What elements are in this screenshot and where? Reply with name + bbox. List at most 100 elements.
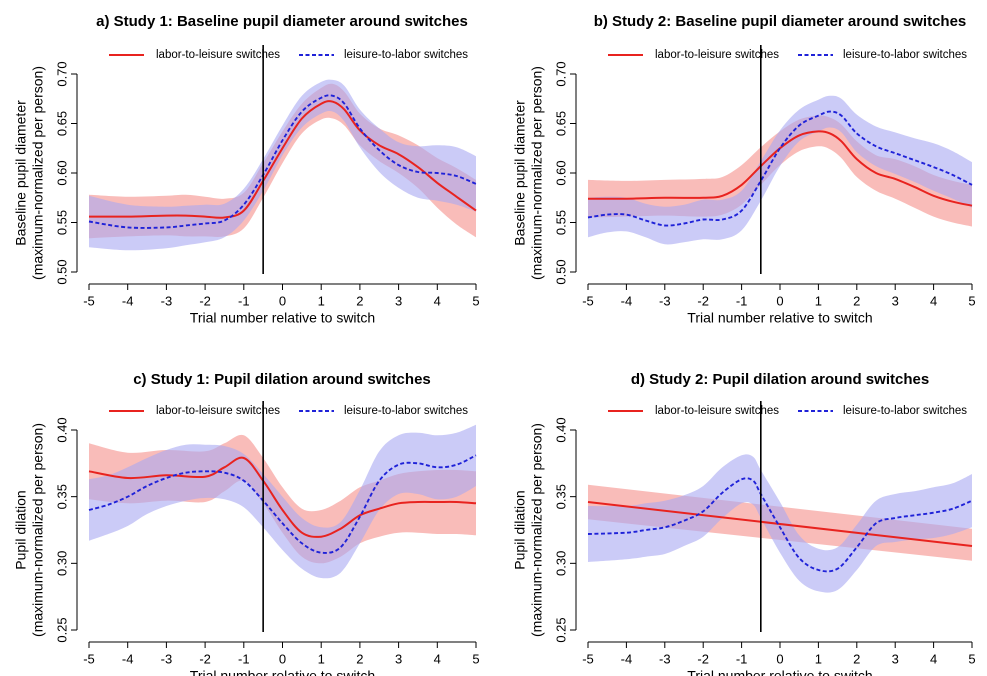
series-line-labor-to-leisure <box>88 100 477 219</box>
x-tick-label: -1 <box>238 293 250 308</box>
x-tick-label: -5 <box>582 293 594 308</box>
y-axis-label-secondary: (maximum-normalized per person) <box>30 66 46 280</box>
legend: labor-to-leisure switches leisure-to-labo… <box>608 405 967 417</box>
panel-d: d) Study 2: Pupil dilation around switch… <box>512 371 976 676</box>
x-axis-label: Trial number relative to switch <box>687 310 872 326</box>
x-tick-label: 5 <box>472 293 479 308</box>
panel-a: a) Study 1: Baseline pupil diameter arou… <box>13 13 480 326</box>
confidence-band-leisure-to-labor <box>89 424 476 579</box>
legend-label-leisure-to-labor: leisure-to-labor switches <box>843 49 967 61</box>
x-tick-label: -3 <box>659 651 671 666</box>
legend-label-leisure-to-labor: leisure-to-labor switches <box>344 49 468 61</box>
series-line-leisure-to-labor <box>587 477 973 573</box>
y-tick-label: 0.35 <box>553 484 568 509</box>
x-tick-label: -2 <box>697 293 709 308</box>
panel-title: a) Study 1: Baseline pupil diameter arou… <box>96 13 468 30</box>
x-tick-label: 5 <box>968 293 975 308</box>
series-line-labor-to-leisure <box>587 130 973 207</box>
x-tick-label: -5 <box>83 651 95 666</box>
series-line-leisure-to-labor <box>88 94 477 229</box>
y-tick-label: 0.50 <box>553 259 568 284</box>
y-tick-label: 0.35 <box>54 484 69 509</box>
x-tick-label: 2 <box>853 293 860 308</box>
y-tick-label: 0.70 <box>553 61 568 86</box>
legend: labor-to-leisure switches leisure-to-labo… <box>608 49 967 61</box>
y-tick-label: 0.65 <box>553 111 568 136</box>
x-tick-label: -1 <box>736 293 748 308</box>
x-tick-label: 2 <box>853 651 860 666</box>
x-tick-label: 3 <box>395 293 402 308</box>
x-tick-label: -3 <box>161 651 173 666</box>
x-tick-label: 1 <box>815 293 822 308</box>
legend-label-labor-to-leisure: labor-to-leisure switches <box>655 49 779 61</box>
x-tick-label: 3 <box>892 293 899 308</box>
y-tick-label: 0.50 <box>54 259 69 284</box>
y-tick-label: 0.60 <box>54 160 69 185</box>
y-axis-label-secondary: (maximum-normalized per person) <box>529 423 545 637</box>
x-tick-label: 4 <box>434 651 441 666</box>
x-tick-label: 5 <box>472 651 479 666</box>
x-tick-label: -1 <box>736 651 748 666</box>
y-tick-label: 0.65 <box>54 111 69 136</box>
x-tick-label: -5 <box>582 651 594 666</box>
x-tick-label: 1 <box>815 651 822 666</box>
x-tick-label: -5 <box>83 293 95 308</box>
x-tick-label: -4 <box>122 651 134 666</box>
y-axis-label: Baseline pupil diameter <box>512 100 528 246</box>
x-tick-label: 3 <box>892 651 899 666</box>
y-tick-label: 0.30 <box>553 551 568 576</box>
x-tick-label: -1 <box>238 651 250 666</box>
y-axis-label: Pupil dilation <box>512 490 528 569</box>
x-tick-label: -4 <box>122 293 134 308</box>
series-line-leisure-to-labor <box>587 110 973 227</box>
y-tick-label: 0.30 <box>54 551 69 576</box>
x-tick-label: 4 <box>434 293 441 308</box>
x-tick-label: 2 <box>356 293 363 308</box>
y-tick-label: 0.40 <box>553 417 568 442</box>
y-tick-label: 0.70 <box>54 61 69 86</box>
legend-label-leisure-to-labor: leisure-to-labor switches <box>344 405 468 417</box>
series-line-labor-to-leisure <box>587 501 973 547</box>
x-axis-label: Trial number relative to switch <box>190 668 375 676</box>
x-tick-label: 0 <box>776 651 783 666</box>
x-axis-label: Trial number relative to switch <box>190 310 375 326</box>
y-axis-label: Pupil dilation <box>13 490 29 569</box>
x-tick-label: -4 <box>621 293 633 308</box>
panel-title: c) Study 1: Pupil dilation around switch… <box>133 371 431 388</box>
x-tick-label: 1 <box>318 293 325 308</box>
x-tick-label: -3 <box>659 293 671 308</box>
legend-label-labor-to-leisure: labor-to-leisure switches <box>655 405 779 417</box>
y-tick-label: 0.55 <box>54 210 69 235</box>
legend-label-labor-to-leisure: labor-to-leisure switches <box>156 405 280 417</box>
x-tick-label: -3 <box>161 293 173 308</box>
x-tick-label: 5 <box>968 651 975 666</box>
y-axis-label: Baseline pupil diameter <box>13 100 29 246</box>
x-axis-label: Trial number relative to switch <box>687 668 872 676</box>
x-tick-label: -2 <box>199 651 211 666</box>
x-tick-label: 0 <box>279 293 286 308</box>
x-tick-label: -2 <box>199 293 211 308</box>
confidence-band-leisure-to-labor <box>89 79 476 251</box>
y-tick-label: 0.60 <box>553 160 568 185</box>
x-tick-label: -4 <box>621 651 633 666</box>
panel-b: b) Study 2: Baseline pupil diameter arou… <box>512 13 976 326</box>
legend-label-labor-to-leisure: labor-to-leisure switches <box>156 49 280 61</box>
panel-title: b) Study 2: Baseline pupil diameter arou… <box>594 13 967 30</box>
x-tick-label: 4 <box>930 651 937 666</box>
x-tick-label: 0 <box>776 293 783 308</box>
y-axis-label-secondary: (maximum-normalized per person) <box>30 423 46 637</box>
y-tick-label: 0.25 <box>553 617 568 642</box>
confidence-band-leisure-to-labor <box>588 95 972 245</box>
panel-title: d) Study 2: Pupil dilation around switch… <box>631 371 929 388</box>
y-tick-label: 0.25 <box>54 617 69 642</box>
y-axis-label-secondary: (maximum-normalized per person) <box>529 66 545 280</box>
x-tick-label: 3 <box>395 651 402 666</box>
x-tick-label: 1 <box>318 651 325 666</box>
y-tick-label: 0.40 <box>54 417 69 442</box>
series-line-labor-to-leisure <box>88 456 477 538</box>
y-tick-label: 0.55 <box>553 210 568 235</box>
confidence-band-labor-to-leisure <box>89 83 476 239</box>
legend: labor-to-leisure switches leisure-to-labo… <box>109 405 468 417</box>
x-tick-label: 2 <box>356 651 363 666</box>
